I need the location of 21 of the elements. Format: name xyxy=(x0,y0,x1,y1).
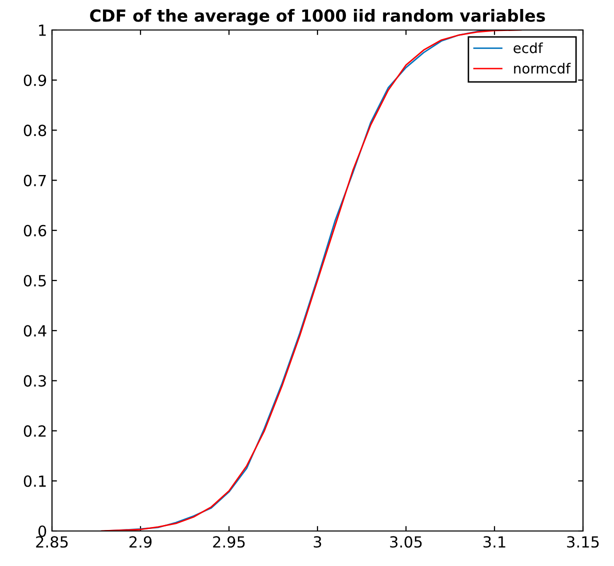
y-tick-label: 0.8 xyxy=(24,124,46,136)
x-tick-label: 3.05 xyxy=(390,536,422,548)
y-tick-label: 0.9 xyxy=(24,74,46,86)
x-tick-label: 3 xyxy=(314,536,322,548)
x-tick-label: 2.85 xyxy=(36,536,68,548)
y-tick-label: 0.3 xyxy=(24,375,46,387)
y-tick-label: 0.6 xyxy=(24,224,46,236)
y-tick-label: 1 xyxy=(39,24,46,36)
chart-title: CDF of the average of 1000 iid random variables xyxy=(90,9,545,26)
legend-label: ecdf xyxy=(514,42,544,54)
legend-label: normcdf xyxy=(514,62,571,74)
y-tick-label: 0.7 xyxy=(24,174,46,186)
y-tick-label: 0 xyxy=(38,525,46,538)
y-tick-label: 0.2 xyxy=(24,425,46,437)
y-tick-label: 0.4 xyxy=(24,325,46,337)
x-tick-label: 2.9 xyxy=(129,536,152,548)
x-tick-label: 3.1 xyxy=(484,536,506,548)
x-tick-label: 3.15 xyxy=(567,536,599,548)
y-tick-label: 0.5 xyxy=(24,274,46,287)
y-tick-label: 0.1 xyxy=(24,475,46,487)
x-tick-label: 2.95 xyxy=(213,536,245,548)
